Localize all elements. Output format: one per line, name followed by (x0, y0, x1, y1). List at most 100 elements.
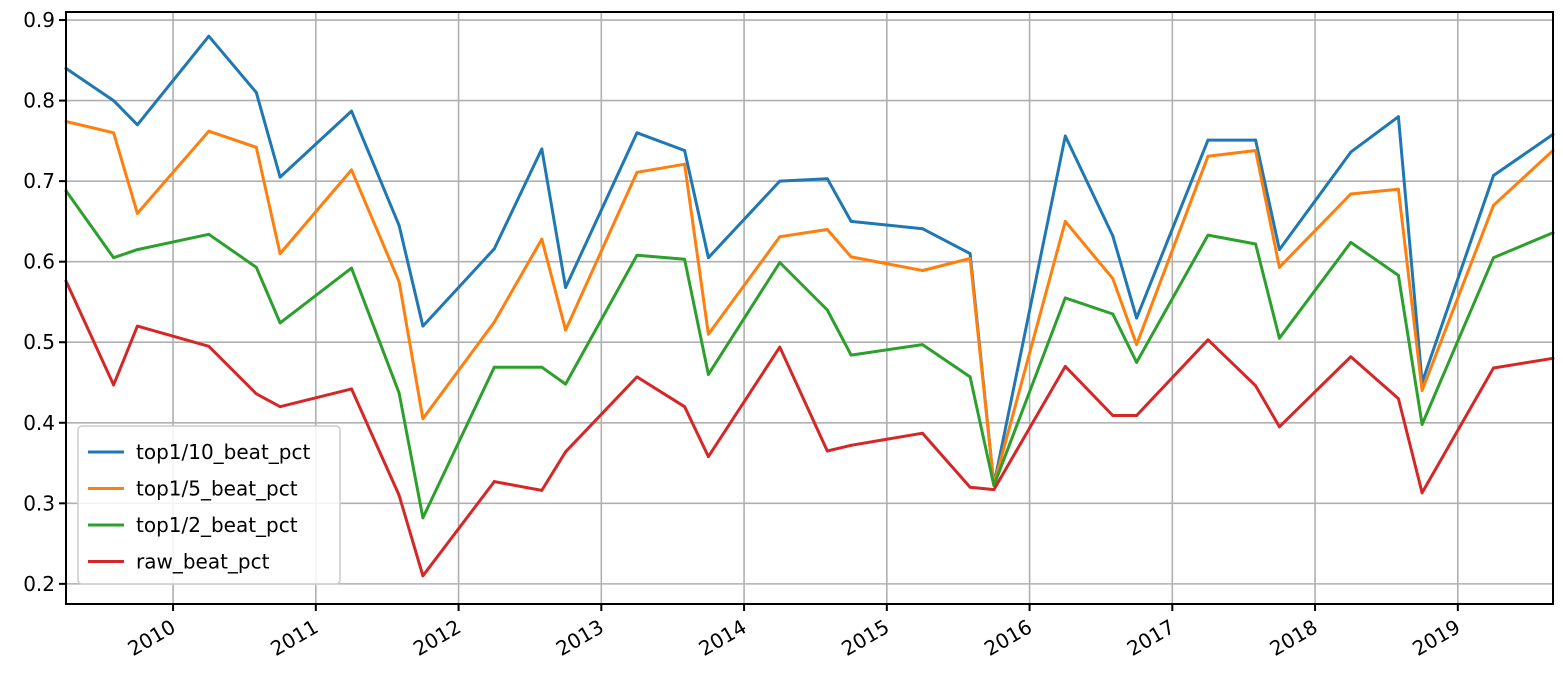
x-tick-label: 2017 (1123, 615, 1179, 661)
data-point (706, 373, 710, 376)
data-point (564, 450, 568, 454)
data-point (1420, 422, 1424, 426)
x-tick-label: 2016 (980, 615, 1036, 661)
data-point (492, 480, 496, 483)
data-point (921, 269, 924, 272)
data-point (825, 449, 829, 453)
data-point (1254, 384, 1257, 388)
y-tick-label: 0.8 (23, 89, 55, 113)
data-point (492, 320, 496, 324)
data-point (540, 489, 544, 492)
data-point (135, 248, 139, 252)
data-point (635, 131, 639, 135)
series-line-3 (64, 279, 1555, 578)
data-point (683, 149, 686, 152)
data-point (397, 391, 401, 395)
data-point (540, 365, 544, 369)
data-point (1254, 242, 1257, 246)
data-point (635, 170, 639, 174)
y-tick-label: 0.7 (23, 169, 55, 193)
data-point (207, 34, 211, 38)
data-point (278, 252, 282, 256)
data-point (1135, 360, 1139, 364)
data-point (1206, 338, 1210, 342)
data-point (1349, 192, 1353, 196)
data-point (350, 266, 353, 270)
data-point (1277, 265, 1281, 269)
data-point (1206, 138, 1210, 142)
data-point (825, 228, 829, 231)
data-point (397, 493, 401, 497)
data-point (112, 131, 115, 135)
data-point (254, 265, 258, 269)
data-point (278, 321, 282, 325)
data-point (254, 392, 258, 396)
data-point (778, 179, 782, 183)
data-point (849, 443, 853, 447)
series-top1/10_beat_pct (64, 34, 1555, 487)
data-point (254, 91, 258, 94)
data-point (1206, 233, 1210, 237)
data-point (350, 387, 353, 391)
data-point (278, 405, 282, 409)
data-point (849, 220, 853, 223)
x-tick-label: 2015 (837, 615, 893, 661)
data-point (683, 257, 686, 261)
data-point (1206, 154, 1210, 158)
data-point (564, 382, 568, 386)
data-point (1135, 343, 1139, 347)
data-point (706, 256, 710, 260)
x-tick-label: 2010 (123, 615, 179, 661)
data-point (1349, 355, 1353, 359)
x-tick-label: 2014 (694, 615, 750, 661)
data-point (1492, 256, 1495, 260)
data-point (207, 129, 211, 133)
data-point (1254, 138, 1257, 142)
data-point (1111, 234, 1115, 238)
data-point (825, 177, 829, 181)
x-axis: 2010 2011 2012 2013 2014 2015 2016 2017 2018 2019 (123, 604, 1464, 661)
plot-area-frame (65, 11, 1554, 605)
data-point (135, 123, 139, 127)
data-point (635, 253, 639, 257)
x-tick-label: 2018 (1265, 615, 1321, 661)
data-point (540, 237, 544, 241)
series-line-2 (64, 189, 1555, 520)
data-point (635, 375, 639, 379)
y-tick-label: 0.6 (23, 250, 55, 274)
data-point (968, 257, 972, 260)
y-tick-label: 0.4 (23, 411, 55, 435)
data-point (421, 417, 425, 421)
data-point (540, 147, 544, 151)
data-point (112, 383, 115, 387)
data-point (992, 488, 996, 492)
x-tick-label: 2013 (552, 615, 608, 661)
grid (66, 12, 1553, 604)
data-point (1135, 316, 1139, 320)
legend-label: top1/5_beat_pct (136, 477, 298, 501)
data-point (421, 324, 425, 328)
data-point (1111, 414, 1115, 417)
data-point (421, 574, 425, 578)
series-lines (64, 34, 1555, 578)
x-tick-label: 2011 (266, 615, 322, 661)
data-point (921, 227, 924, 231)
data-point (350, 168, 353, 172)
data-point (1254, 149, 1257, 152)
data-point (921, 431, 924, 435)
legend-box (77, 425, 341, 585)
data-point (135, 211, 139, 215)
data-point (968, 375, 972, 379)
data-point (1492, 203, 1495, 207)
legend-label: top1/10_beat_pct (136, 440, 310, 464)
y-tick-label: 0.9 (23, 8, 55, 32)
series-top1/2_beat_pct (64, 189, 1555, 520)
data-point (1396, 397, 1400, 401)
data-point (1063, 134, 1067, 138)
data-point (112, 99, 115, 102)
data-point (921, 343, 924, 347)
data-point (1420, 491, 1424, 495)
y-tick-label: 0.3 (23, 491, 55, 515)
